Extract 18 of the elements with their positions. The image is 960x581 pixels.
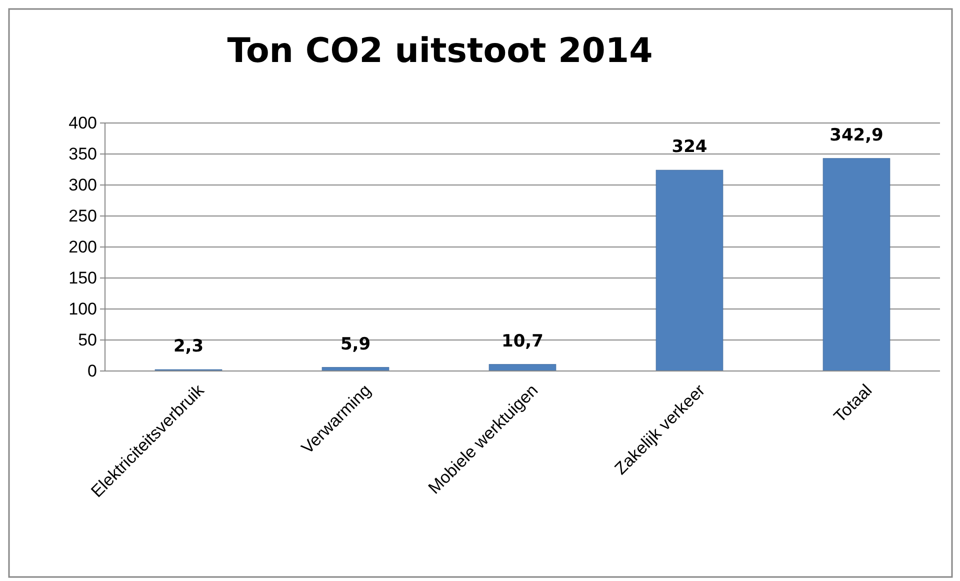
data-label: 324 [672,137,708,158]
bar [488,364,556,372]
y-tick-label: 100 [68,299,97,318]
data-label: 2,3 [173,336,204,357]
y-tick-label: 200 [68,237,97,256]
data-label: 342,9 [830,125,884,146]
y-tick-label: 350 [68,144,97,164]
y-tick-label: 400 [68,113,97,132]
y-tick-label: 150 [68,268,97,288]
data-label: 5,9 [340,334,371,354]
y-tick-label: 300 [68,175,97,194]
data-label: 10,7 [502,331,544,352]
bar [656,170,724,372]
y-tick-label: 50 [78,330,97,350]
y-tick-label: 250 [68,206,97,226]
chart-title: Ton CO2 uitstoot 2014 [227,31,653,71]
bar [822,158,890,372]
y-tick-label: 0 [88,361,97,380]
